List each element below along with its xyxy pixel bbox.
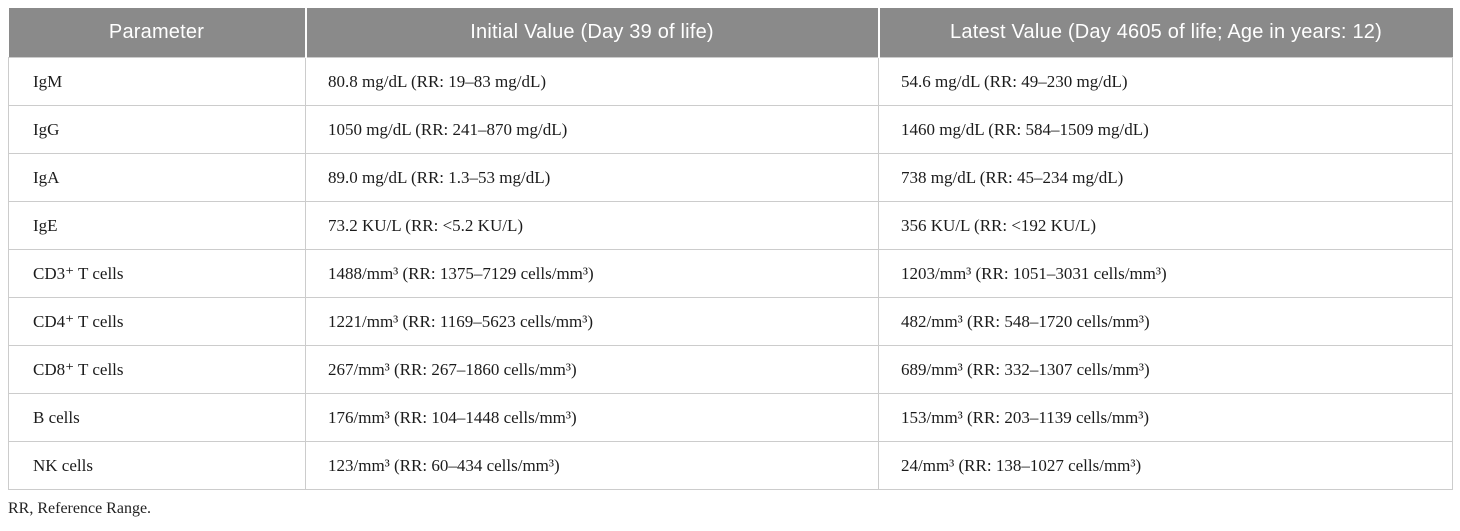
cell-latest-value: 24/mm³ (RR: 138–1027 cells/mm³) [878, 441, 1453, 490]
cell-parameter: IgG [8, 105, 306, 154]
column-header-initial-value: Initial Value (Day 39 of life) [304, 8, 879, 58]
cell-latest-value: 482/mm³ (RR: 548–1720 cells/mm³) [878, 297, 1453, 346]
cell-initial-value: 1221/mm³ (RR: 1169–5623 cells/mm³) [305, 297, 879, 346]
table-footnote: RR, Reference Range. [8, 500, 152, 517]
table-row: IgE 73.2 KU/L (RR: <5.2 KU/L) 356 KU/L (… [8, 201, 1453, 250]
column-header-parameter: Parameter [8, 8, 306, 58]
table-row: NK cells 123/mm³ (RR: 60–434 cells/mm³) … [8, 441, 1453, 490]
column-header-latest-value: Latest Value (Day 4605 of life; Age in y… [877, 8, 1453, 58]
cell-parameter: B cells [8, 393, 306, 442]
cell-parameter: IgA [8, 153, 306, 202]
table-row: B cells 176/mm³ (RR: 104–1448 cells/mm³)… [8, 393, 1453, 442]
cell-parameter: IgE [8, 201, 306, 250]
cell-initial-value: 80.8 mg/dL (RR: 19–83 mg/dL) [305, 57, 879, 106]
cell-initial-value: 73.2 KU/L (RR: <5.2 KU/L) [305, 201, 879, 250]
cell-initial-value: 89.0 mg/dL (RR: 1.3–53 mg/dL) [305, 153, 879, 202]
table-row: CD3⁺ T cells 1488/mm³ (RR: 1375–7129 cel… [8, 249, 1453, 298]
table-body: IgM 80.8 mg/dL (RR: 19–83 mg/dL) 54.6 mg… [8, 57, 1453, 490]
cell-latest-value: 689/mm³ (RR: 332–1307 cells/mm³) [878, 345, 1453, 394]
cell-latest-value: 738 mg/dL (RR: 45–234 mg/dL) [878, 153, 1453, 202]
cell-parameter: IgM [8, 57, 306, 106]
cell-latest-value: 1460 mg/dL (RR: 584–1509 mg/dL) [878, 105, 1453, 154]
cell-parameter: NK cells [8, 441, 306, 490]
cell-parameter: CD8⁺ T cells [8, 345, 306, 394]
table-row: IgM 80.8 mg/dL (RR: 19–83 mg/dL) 54.6 mg… [8, 57, 1453, 106]
cell-initial-value: 1488/mm³ (RR: 1375–7129 cells/mm³) [305, 249, 879, 298]
cell-parameter: CD4⁺ T cells [8, 297, 306, 346]
cell-initial-value: 267/mm³ (RR: 267–1860 cells/mm³) [305, 345, 879, 394]
cell-initial-value: 1050 mg/dL (RR: 241–870 mg/dL) [305, 105, 879, 154]
table-row: CD4⁺ T cells 1221/mm³ (RR: 1169–5623 cel… [8, 297, 1453, 346]
cell-latest-value: 1203/mm³ (RR: 1051–3031 cells/mm³) [878, 249, 1453, 298]
lab-values-table-figure: Parameter Initial Value (Day 39 of life)… [8, 8, 1453, 517]
cell-initial-value: 123/mm³ (RR: 60–434 cells/mm³) [305, 441, 879, 490]
cell-initial-value: 176/mm³ (RR: 104–1448 cells/mm³) [305, 393, 879, 442]
table-row: IgG 1050 mg/dL (RR: 241–870 mg/dL) 1460 … [8, 105, 1453, 154]
table-header: Parameter Initial Value (Day 39 of life)… [8, 8, 1453, 58]
table-row: CD8⁺ T cells 267/mm³ (RR: 267–1860 cells… [8, 345, 1453, 394]
table-row: IgA 89.0 mg/dL (RR: 1.3–53 mg/dL) 738 mg… [8, 153, 1453, 202]
cell-latest-value: 356 KU/L (RR: <192 KU/L) [878, 201, 1453, 250]
cell-parameter: CD3⁺ T cells [8, 249, 306, 298]
cell-latest-value: 54.6 mg/dL (RR: 49–230 mg/dL) [878, 57, 1453, 106]
lab-values-table: Parameter Initial Value (Day 39 of life)… [8, 8, 1453, 490]
table-header-row: Parameter Initial Value (Day 39 of life)… [8, 8, 1453, 58]
cell-latest-value: 153/mm³ (RR: 203–1139 cells/mm³) [878, 393, 1453, 442]
